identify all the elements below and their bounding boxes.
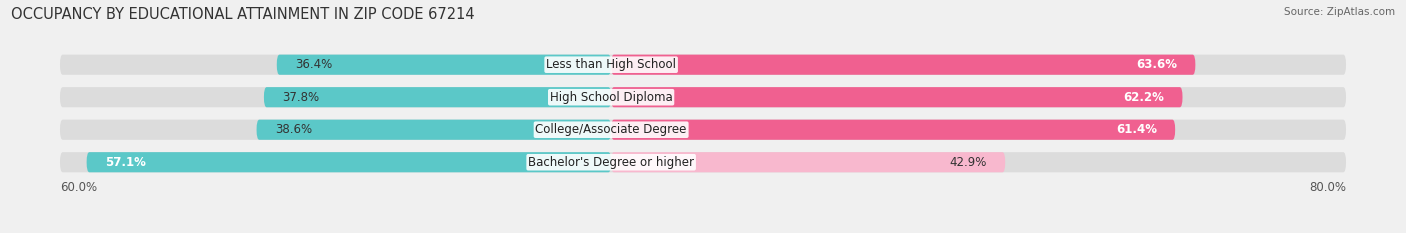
FancyBboxPatch shape <box>256 120 612 140</box>
Text: 63.6%: 63.6% <box>1136 58 1177 71</box>
Text: 61.4%: 61.4% <box>1116 123 1157 136</box>
FancyBboxPatch shape <box>60 55 1346 75</box>
Text: 62.2%: 62.2% <box>1123 91 1164 104</box>
FancyBboxPatch shape <box>264 87 612 107</box>
Text: High School Diploma: High School Diploma <box>550 91 672 104</box>
Text: 36.4%: 36.4% <box>295 58 332 71</box>
FancyBboxPatch shape <box>612 152 1005 172</box>
Text: 80.0%: 80.0% <box>1309 181 1346 194</box>
Text: Less than High School: Less than High School <box>546 58 676 71</box>
FancyBboxPatch shape <box>60 87 1346 107</box>
FancyBboxPatch shape <box>612 87 1182 107</box>
Text: College/Associate Degree: College/Associate Degree <box>536 123 686 136</box>
Text: OCCUPANCY BY EDUCATIONAL ATTAINMENT IN ZIP CODE 67214: OCCUPANCY BY EDUCATIONAL ATTAINMENT IN Z… <box>11 7 475 22</box>
Text: 38.6%: 38.6% <box>276 123 312 136</box>
Text: 57.1%: 57.1% <box>105 156 146 169</box>
Text: Source: ZipAtlas.com: Source: ZipAtlas.com <box>1284 7 1395 17</box>
FancyBboxPatch shape <box>612 55 1195 75</box>
FancyBboxPatch shape <box>60 152 1346 172</box>
FancyBboxPatch shape <box>277 55 612 75</box>
Text: 42.9%: 42.9% <box>949 156 987 169</box>
FancyBboxPatch shape <box>612 120 1175 140</box>
FancyBboxPatch shape <box>60 120 1346 140</box>
Text: 60.0%: 60.0% <box>60 181 97 194</box>
Text: 37.8%: 37.8% <box>283 91 319 104</box>
Text: Bachelor's Degree or higher: Bachelor's Degree or higher <box>529 156 695 169</box>
FancyBboxPatch shape <box>87 152 612 172</box>
